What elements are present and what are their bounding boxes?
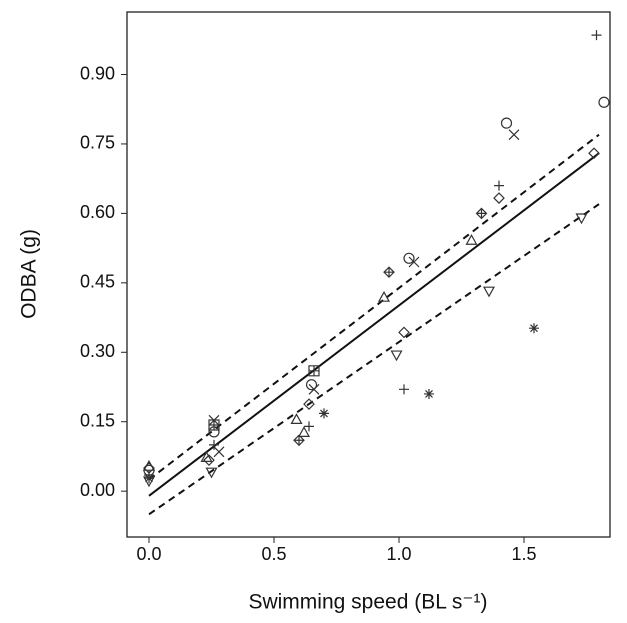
x-tick-label: 1.5 <box>511 544 536 564</box>
x-axis-label: Swimming speed (BL s⁻¹) <box>248 591 487 614</box>
data-point <box>493 192 505 204</box>
x-tick-label: 0.0 <box>136 544 161 564</box>
data-point <box>508 129 520 141</box>
data-point <box>205 467 218 479</box>
x-tick-label: 0.5 <box>261 544 286 564</box>
fit-line <box>148 152 600 497</box>
data-point <box>482 286 496 298</box>
fit-line <box>148 133 600 481</box>
data-point <box>399 384 409 395</box>
data-point <box>500 117 513 129</box>
data-point <box>290 413 303 425</box>
y-axis-label: ODBA (g) <box>18 229 41 319</box>
y-tick-label: 0.45 <box>80 272 115 292</box>
data-point <box>319 408 329 419</box>
data-point <box>494 180 504 191</box>
data-point <box>398 326 410 339</box>
data-point <box>408 256 420 268</box>
data-point <box>308 365 320 377</box>
data-point <box>390 350 403 362</box>
data-point <box>209 439 219 450</box>
data-point <box>304 421 314 432</box>
data-point <box>424 388 434 399</box>
data-point <box>208 426 220 438</box>
data-point <box>591 30 602 41</box>
data-point <box>475 207 488 220</box>
y-tick-label: 0.90 <box>80 63 115 83</box>
data-point <box>598 96 610 108</box>
y-tick-label: 0.30 <box>80 341 115 361</box>
y-tick-label: 0.75 <box>80 133 115 153</box>
data-point <box>403 252 415 264</box>
data-point <box>305 379 318 391</box>
data-point <box>144 473 154 484</box>
data-point <box>383 266 395 279</box>
data-point <box>213 446 225 458</box>
data-point <box>377 290 391 302</box>
data-point <box>142 459 156 471</box>
y-tick-label: 0.60 <box>80 202 115 222</box>
data-point <box>465 234 478 245</box>
data-point <box>297 426 311 437</box>
data-point <box>529 323 539 334</box>
y-tick-label: 0.15 <box>80 410 115 430</box>
x-tick-label: 1.0 <box>386 544 411 564</box>
data-point <box>200 451 213 462</box>
data-point <box>588 147 600 160</box>
data-point <box>303 398 315 410</box>
data-point <box>208 419 220 431</box>
data-point <box>203 454 215 466</box>
data-point <box>575 213 588 225</box>
plot-frame <box>126 11 611 538</box>
y-tick-label: 0.00 <box>80 480 115 500</box>
